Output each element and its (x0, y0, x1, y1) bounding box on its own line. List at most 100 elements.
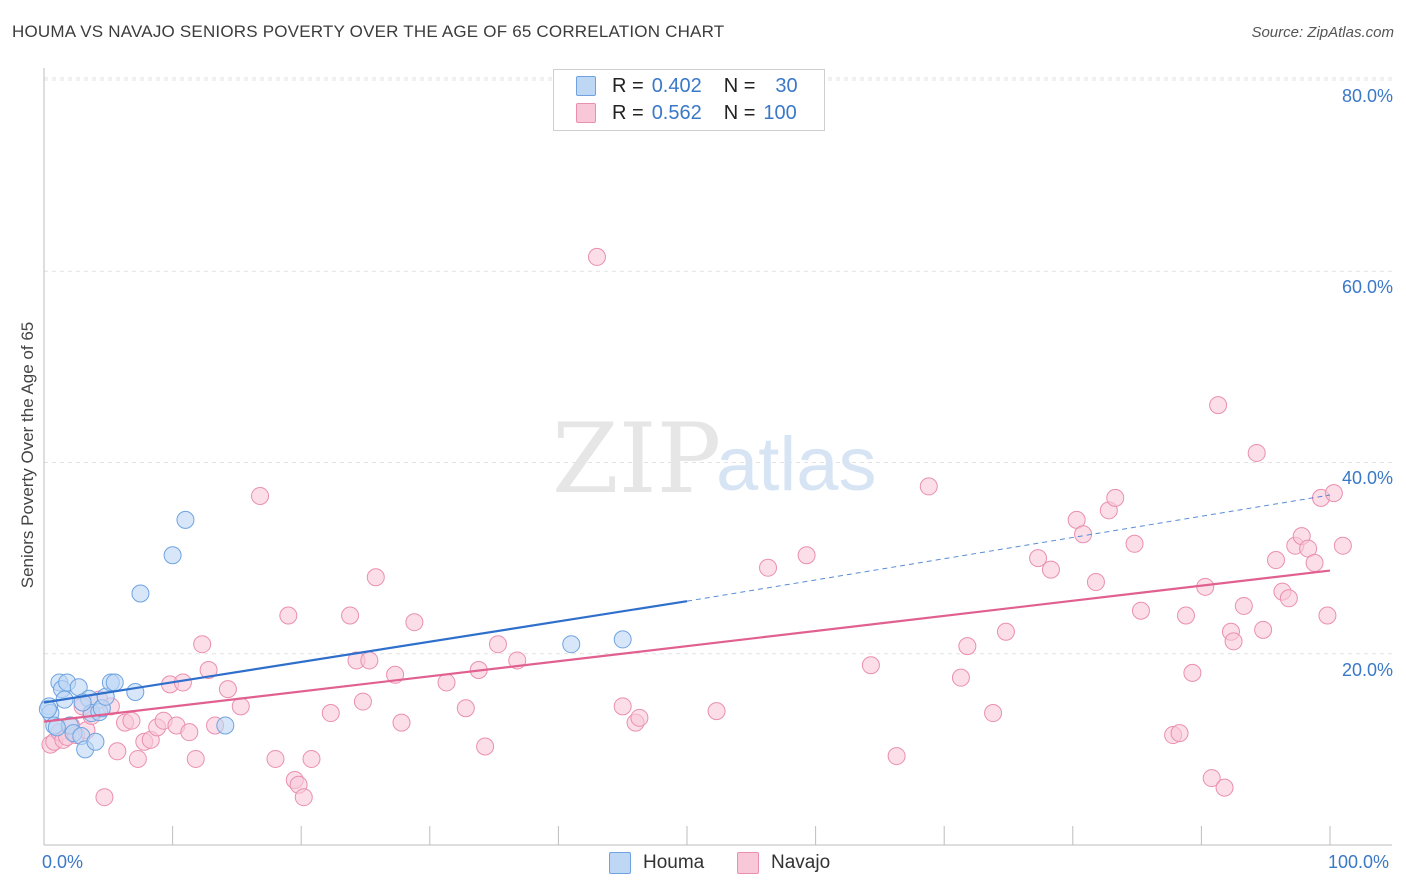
houma-n-value: 30 (775, 74, 798, 97)
houma-point-28[interactable] (47, 718, 66, 737)
houma-point-21[interactable] (131, 584, 150, 603)
navajo-swatch (576, 103, 596, 123)
navajo-point-63[interactable] (951, 668, 970, 687)
navajo-point-26[interactable] (193, 635, 212, 654)
navajo-point-25[interactable] (186, 749, 205, 768)
navajo-point-51[interactable] (488, 635, 507, 654)
navajo-point-67[interactable] (1029, 549, 1048, 568)
navajo-r-value: 0.562 (651, 101, 702, 124)
navajo-point-98[interactable] (1324, 484, 1343, 503)
navajo-point-54[interactable] (613, 697, 632, 716)
houma-n-label: N = (723, 74, 756, 97)
navajo-point-56[interactable] (630, 708, 649, 727)
houma-point-27[interactable] (38, 700, 57, 719)
navajo-point-45[interactable] (392, 713, 411, 732)
navajo-point-62[interactable] (919, 477, 938, 496)
navajo-point-42[interactable] (360, 651, 379, 670)
navajo-legend-label: Navajo (771, 852, 831, 873)
navajo-point-88[interactable] (1254, 620, 1273, 639)
navajo-point-99[interactable] (1333, 536, 1352, 555)
legend-item-navajo[interactable]: Navajo (737, 852, 830, 874)
navajo-point-13[interactable] (108, 742, 127, 761)
houma-point-25[interactable] (562, 635, 581, 654)
navajo-point-83[interactable] (1215, 778, 1234, 797)
navajo-point-37[interactable] (302, 749, 321, 768)
houma-point-29[interactable] (73, 693, 92, 712)
navajo-point-71[interactable] (1086, 573, 1105, 592)
houma-trendline (43, 600, 688, 704)
navajo-point-38[interactable] (321, 704, 340, 723)
navajo-point-70[interactable] (1074, 525, 1093, 544)
houma-point-26[interactable] (613, 630, 632, 649)
navajo-point-47[interactable] (437, 673, 456, 692)
houma-legend-swatch (609, 852, 631, 874)
houma-point-23[interactable] (176, 510, 195, 529)
navajo-point-24[interactable] (180, 723, 199, 742)
navajo-trendline (43, 569, 1331, 723)
navajo-point-11[interactable] (95, 788, 114, 807)
houma-point-19[interactable] (105, 673, 124, 692)
legend-row-navajo: R = 0.562 N = 100 (576, 101, 797, 125)
navajo-point-58[interactable] (759, 558, 778, 577)
navajo-point-77[interactable] (1170, 724, 1189, 743)
navajo-point-64[interactable] (958, 637, 977, 656)
houma-point-22[interactable] (163, 546, 182, 565)
navajo-point-15[interactable] (122, 711, 141, 730)
navajo-point-68[interactable] (1041, 560, 1060, 579)
navajo-point-43[interactable] (366, 568, 385, 587)
source-label: Source: ZipAtlas.com (1251, 24, 1394, 41)
navajo-point-32[interactable] (266, 749, 285, 768)
navajo-point-39[interactable] (341, 606, 360, 625)
y-tick-label-20: 20.0% (1341, 660, 1393, 680)
legend-item-houma[interactable]: Houma (609, 852, 704, 874)
houma-r-label: R = (612, 74, 644, 97)
navajo-point-16[interactable] (128, 749, 147, 768)
navajo-point-61[interactable] (887, 747, 906, 766)
navajo-point-46[interactable] (405, 613, 424, 632)
series-legend: Houma Navajo (0, 852, 1406, 878)
watermark-zip: ZIP (552, 403, 721, 515)
navajo-point-87[interactable] (1247, 443, 1266, 462)
houma-trendline-extension (686, 494, 1331, 602)
navajo-point-50[interactable] (476, 737, 495, 756)
navajo-point-29[interactable] (218, 680, 237, 699)
navajo-point-65[interactable] (984, 704, 1003, 723)
navajo-point-31[interactable] (251, 486, 270, 505)
navajo-point-48[interactable] (456, 699, 475, 718)
navajo-point-30[interactable] (231, 697, 250, 716)
navajo-point-89[interactable] (1266, 551, 1285, 570)
navajo-point-82[interactable] (1209, 396, 1228, 415)
navajo-point-86[interactable] (1234, 596, 1253, 615)
navajo-point-53[interactable] (587, 247, 606, 266)
navajo-point-78[interactable] (1176, 606, 1195, 625)
navajo-point-81[interactable] (1202, 769, 1221, 788)
navajo-point-60[interactable] (861, 656, 880, 675)
navajo-point-36[interactable] (294, 788, 313, 807)
navajo-n-value: 100 (763, 101, 797, 124)
houma-point-20[interactable] (126, 683, 145, 701)
y-axis-label: Seniors Poverty Over the Age of 65 (18, 321, 37, 589)
navajo-legend-swatch (737, 852, 759, 874)
watermark: ZIP atlas (552, 403, 877, 515)
navajo-point-91[interactable] (1279, 589, 1298, 608)
navajo-point-66[interactable] (996, 622, 1015, 641)
navajo-point-75[interactable] (1131, 601, 1150, 620)
navajo-point-95[interactable] (1305, 553, 1324, 572)
houma-point-14[interactable] (86, 732, 105, 751)
houma-point-24[interactable] (216, 716, 235, 735)
navajo-point-57[interactable] (707, 702, 726, 721)
x-tick-label-max: 100.0% (1328, 852, 1390, 872)
correlation-legend: R = 0.402 N = 30 R = 0.562 N = 100 (553, 69, 825, 131)
navajo-point-85[interactable] (1224, 632, 1243, 651)
navajo-point-79[interactable] (1183, 663, 1202, 682)
navajo-point-41[interactable] (353, 692, 372, 711)
navajo-point-97[interactable] (1318, 606, 1337, 625)
navajo-point-27[interactable] (199, 661, 218, 680)
navajo-r-label: R = (612, 101, 644, 124)
navajo-point-33[interactable] (279, 606, 298, 625)
houma-legend-label: Houma (643, 852, 705, 873)
navajo-point-59[interactable] (797, 546, 816, 565)
navajo-point-74[interactable] (1125, 534, 1144, 553)
navajo-point-73[interactable] (1106, 488, 1125, 507)
